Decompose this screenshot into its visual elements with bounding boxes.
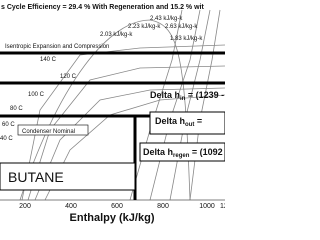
x-tick-label: 800 [157,203,169,210]
x-tick-label: 1000 [199,203,215,210]
x-tick-label: 200 [19,203,31,210]
entropy-label: 2.03 kJ/kg-k [100,32,133,38]
isotherm-label: 80 C [10,106,23,112]
x-tick-label: 12 [220,203,225,210]
condenser-label: Condenser Nominal [22,129,75,135]
entropy-label: 2.43 kJ/kg-k [150,16,183,22]
x-axis-label: Enthalpy (kJ/kg) [70,212,155,224]
x-tick-label: 400 [65,203,77,210]
fluid-label: BUTANE [8,169,64,185]
isotherm-label: 40 C [0,136,13,142]
x-tick-label: 600 [111,203,123,210]
delta-regen: Delta hregen = (1092 - 628) = 4 [143,147,225,159]
title: s Cycle Efficiency = 29.4 % With Regener… [1,4,204,11]
process-label: Isentropic Expansion and Compression [5,44,109,50]
isotherm-label: 100 C [28,92,45,98]
isotherm-label: 140 C [40,57,57,63]
entropy-label: 1.83 kJ/kg-k [170,36,203,42]
entropy-label: 2.23 kJ/kg-k [128,24,161,30]
isotherm-label: 60 C [2,122,15,128]
isotherm-label: 120 C [60,74,77,80]
delta-in: Delta hin = (1239 - 275) = 964 [150,90,225,102]
cycle [0,51,225,200]
delta-out: Delta hout = [155,116,202,128]
chart: s Cycle Efficiency = 29.4 % With Regener… [0,4,225,224]
entropy-label: 2.63 kJ/kg-k [165,24,198,30]
